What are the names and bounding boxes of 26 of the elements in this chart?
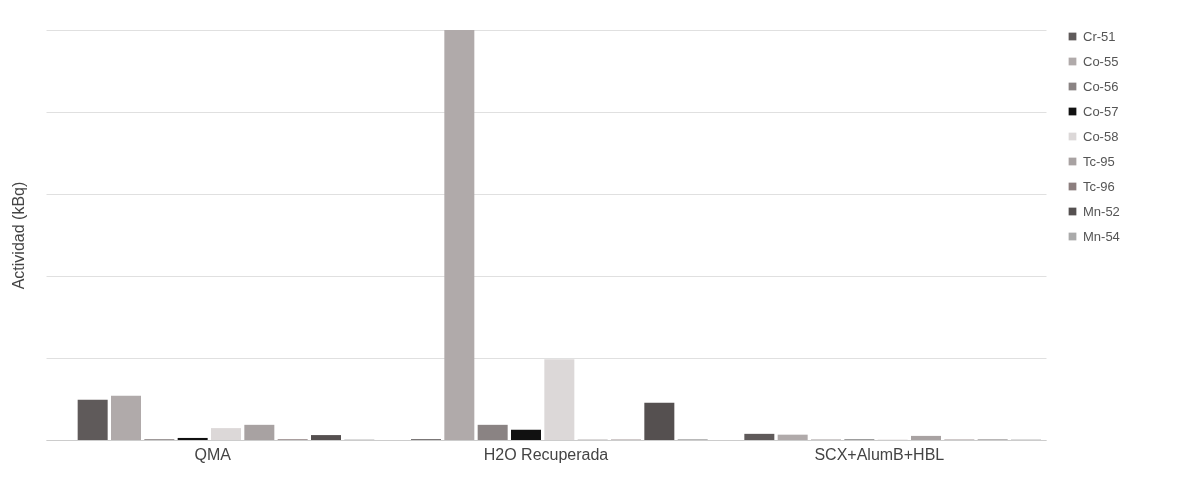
bar	[511, 429, 541, 440]
y-axis-title: Actividad (kBq)	[9, 181, 27, 290]
x-tick-label: SCX+AlumB+HBL	[814, 445, 945, 463]
bar	[311, 435, 341, 440]
bar	[77, 399, 108, 440]
bar	[911, 435, 941, 440]
bar	[444, 30, 475, 440]
bar	[644, 402, 675, 440]
legend-label: Tc-96	[1083, 178, 1115, 194]
bar	[177, 437, 208, 440]
bar	[244, 424, 275, 440]
legend-label: Cr-51	[1083, 28, 1116, 44]
bar	[111, 395, 141, 440]
x-tick-label: QMA	[194, 445, 232, 463]
x-tick-label: H2O Recuperada	[483, 445, 609, 463]
legend-label: Co-58	[1083, 128, 1119, 144]
bar	[477, 424, 508, 440]
legend-label: Co-56	[1083, 78, 1119, 94]
legend-label: Tc-95	[1083, 153, 1115, 169]
bar	[211, 428, 241, 440]
legend-label: Mn-54	[1083, 228, 1120, 244]
bar	[777, 434, 808, 440]
legend-label: Mn-52	[1083, 203, 1120, 219]
legend-label: Co-57	[1083, 103, 1119, 119]
legend-label: Co-55	[1083, 53, 1119, 69]
bar	[744, 433, 775, 440]
